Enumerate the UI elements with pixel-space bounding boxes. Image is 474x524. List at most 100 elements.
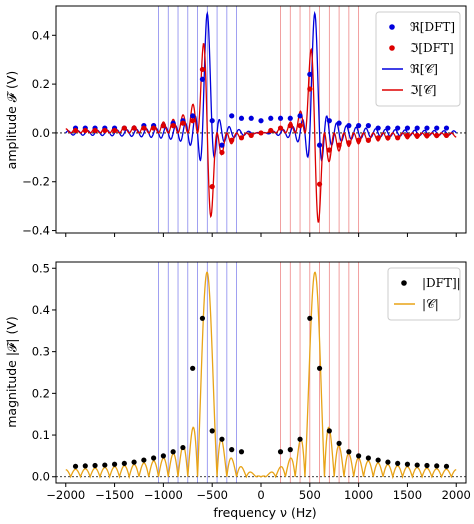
y-tick-label: 0.5 (32, 261, 50, 275)
y-tick-label: 0.4 (32, 28, 50, 42)
point-real-dft (268, 115, 274, 121)
y-tick-label: 0.0 (32, 470, 50, 484)
point-real-dft (404, 125, 411, 131)
point-real-dft (258, 118, 264, 124)
series-line-magnitude (65, 271, 457, 480)
x-tick-label: −2000 (46, 488, 85, 502)
point-real-dft (336, 120, 342, 126)
top-ylabel: amplitude 𝓕 (V) (4, 71, 19, 170)
legend-box (387, 267, 461, 321)
y-tick-label: 0.1 (32, 428, 50, 442)
legend-label: ℑ[𝒞] (410, 83, 436, 97)
point-real-dft (424, 125, 430, 131)
legend: |DFT]| |𝒞| (387, 267, 461, 321)
point-imag-dft (82, 127, 88, 134)
point-imag-dft (160, 123, 166, 129)
point-imag-dft (365, 137, 371, 143)
point-imag-dft (258, 130, 264, 136)
point-imag-dft (219, 149, 225, 156)
point-real-dft (307, 71, 313, 77)
point-abs-dft (287, 447, 293, 453)
point-abs-dft (277, 449, 284, 455)
point-abs-dft (170, 449, 176, 455)
point-real-dft (209, 118, 215, 124)
x-tick-label: −1500 (95, 488, 134, 502)
point-imag-dft (92, 127, 98, 134)
legend-box (375, 11, 461, 107)
point-real-dft (297, 113, 303, 119)
y-tick-label: 0.2 (32, 386, 50, 400)
point-imag-dft (326, 147, 332, 153)
point-imag-dft (229, 137, 235, 143)
point-abs-dft (160, 453, 166, 459)
point-abs-dft (238, 449, 245, 455)
point-real-dft (248, 115, 254, 121)
point-abs-dft (385, 459, 391, 465)
point-real-dft (316, 142, 323, 148)
point-abs-dft (434, 463, 440, 469)
point-real-dft (414, 125, 420, 131)
point-abs-dft (229, 447, 235, 453)
legend-label: |DFT]| (422, 276, 461, 290)
bottom-panel: −2000 −1500 −1000 −500 0 500 1000 1500 2000 0.0 0.… (32, 261, 471, 502)
point-abs-dft (297, 436, 303, 442)
point-imag-dft (356, 137, 362, 143)
point-real-dft (199, 76, 206, 82)
point-abs-dft (82, 463, 88, 469)
point-imag-dft (121, 125, 127, 131)
y-tick-label: 0.3 (32, 345, 50, 359)
point-real-dft (190, 113, 196, 119)
point-real-dft (365, 123, 371, 129)
top-panel: −0.4 −0.2 0.0 0.2 0.4 ℜ[DFT] ℑ[DFT] ℜ[𝒞] ℑ[𝒞] (22, 5, 467, 238)
point-imag-dft (336, 142, 342, 148)
point-abs-dft (151, 455, 157, 461)
point-abs-dft (336, 440, 342, 446)
point-imag-dft (287, 123, 293, 129)
point-imag-dft (385, 135, 391, 141)
point-imag-dft (316, 181, 323, 187)
bottom-ylabel: magnitude |𝓕| (V) (4, 316, 19, 428)
point-imag-dft (375, 135, 381, 141)
point-real-dft (443, 125, 450, 131)
point-imag-dft (297, 123, 303, 129)
legend-label: |𝒞| (422, 297, 439, 311)
point-abs-dft (111, 461, 118, 467)
point-abs-dft (141, 457, 147, 463)
y-tick-label: 0.4 (32, 303, 50, 317)
point-abs-dft (443, 463, 450, 469)
y-tick-label: 0.2 (32, 77, 50, 91)
point-imag-dft (434, 132, 440, 138)
point-imag-dft (424, 132, 430, 138)
point-imag-dft (72, 127, 79, 134)
y-tick-label: −0.4 (22, 224, 50, 238)
point-real-dft (346, 123, 352, 129)
point-imag-dft (268, 127, 274, 134)
point-imag-dft (443, 132, 450, 138)
x-tick-label: 0 (257, 488, 264, 502)
point-abs-dft (395, 460, 401, 467)
point-imag-dft (141, 125, 147, 131)
point-real-dft (229, 113, 235, 119)
point-abs-dft (219, 436, 225, 442)
legend-marker (389, 24, 395, 30)
point-imag-dft (277, 125, 284, 131)
point-real-dft (277, 115, 284, 121)
point-imag-dft (395, 135, 401, 141)
x-tick-label: −1000 (144, 488, 183, 502)
legend-marker (401, 280, 407, 286)
y-tick-label: 0.0 (32, 126, 50, 140)
point-abs-dft (72, 463, 79, 469)
point-abs-dft (414, 462, 420, 468)
point-abs-dft (365, 455, 371, 461)
point-real-dft (326, 118, 332, 124)
point-imag-dft (346, 140, 352, 146)
point-abs-dft (180, 444, 186, 451)
point-abs-dft (209, 428, 215, 434)
y-tick-label: −0.2 (22, 175, 50, 189)
point-real-dft (434, 125, 440, 131)
point-abs-dft (326, 428, 332, 434)
x-tick-label: 1000 (344, 488, 373, 502)
point-abs-dft (92, 462, 98, 469)
point-abs-dft (424, 462, 430, 469)
x-tick-label: 2000 (442, 488, 471, 502)
